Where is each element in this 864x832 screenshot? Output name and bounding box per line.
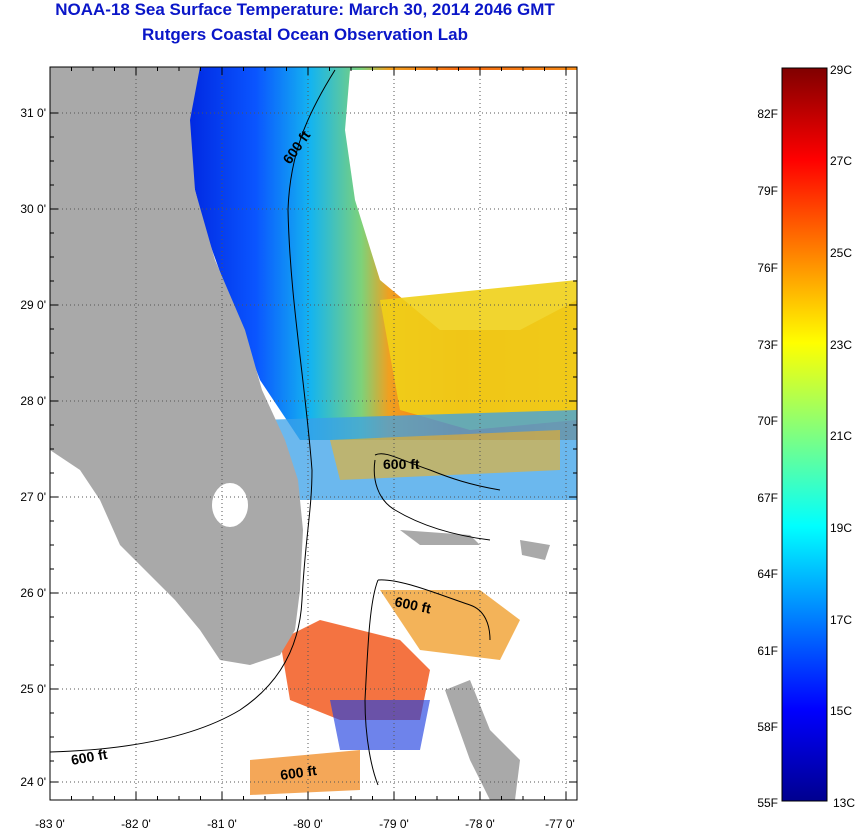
celsius-label: 15C [830,704,852,718]
lon-label: -79 0' [379,817,409,831]
lat-label: 29 0' [20,298,46,312]
lat-label: 24 0' [20,775,46,789]
warm-patch-keys [280,620,430,720]
lat-label: 28 0' [20,394,46,408]
celsius-label: 25C [830,246,852,260]
cold-patch-south [330,700,430,750]
isobath-label: 600 ft [70,746,109,768]
lon-label: -80 0' [293,817,323,831]
abaco-island [520,540,550,560]
lon-label: -83 0' [35,817,65,831]
celsius-label: 29C [830,63,852,77]
fahrenheit-label: 64F [757,567,778,581]
fahrenheit-label: 58F [757,720,778,734]
longitude-labels: -83 0' -82 0' -81 0' -80 0' -79 0' -78 0… [35,817,575,831]
fahrenheit-label: 82F [757,107,778,121]
lake-okeechobee [212,483,248,527]
fahrenheit-label: 61F [757,644,778,658]
celsius-label: 17C [830,613,852,627]
isobath-600ft-florida [49,69,336,753]
fahrenheit-label: 79F [757,184,778,198]
celsius-label: 13C [833,796,855,810]
isobath-600ft-bahamas [364,579,491,786]
lat-label: 27 0' [20,490,46,504]
latitude-labels: 31 0' 30 0' 29 0' 28 0' 27 0' 26 0' 25 0… [20,106,46,789]
lat-label: 26 0' [20,586,46,600]
map-title: NOAA-18 Sea Surface Temperature: March 3… [55,0,555,19]
warm-patch-bahamas [380,590,520,660]
warm-patch-cuba [250,750,360,795]
celsius-label: 23C [830,338,852,352]
isobath-600ft-grand-bahama [373,453,501,541]
andros-island [445,680,520,800]
fahrenheit-label: 76F [757,261,778,275]
celsius-label: 21C [830,429,852,443]
lat-label: 31 0' [20,106,46,120]
lon-label: -77 0' [545,817,575,831]
grand-bahama-island [400,530,480,545]
axis-ticks [50,67,577,800]
map-panel [50,67,577,800]
temperature-colorbar [781,67,828,802]
isobath-label: 600 ft [393,593,432,616]
lon-label: -81 0' [207,817,237,831]
fahrenheit-label: 73F [757,338,778,352]
colorbar-fahrenheit-labels: 82F 79F 76F 73F 70F 67F 64F 61F 58F 55F [757,107,778,810]
cloud-patch-ne [345,70,577,330]
fahrenheit-label: 55F [757,796,778,810]
isobath-label: 600 ft [279,762,318,783]
fahrenheit-label: 70F [757,414,778,428]
lat-label: 25 0' [20,682,46,696]
colorbar-celsius-labels: 29C 27C 25C 23C 21C 19C 17C 15C 13C [830,63,855,810]
warm-water-east [380,280,577,430]
lon-label: -82 0' [121,817,151,831]
map-frame [49,66,578,801]
lat-label: 30 0' [20,202,46,216]
lon-label: -78 0' [465,817,495,831]
celsius-label: 19C [830,521,852,535]
fahrenheit-label: 67F [757,491,778,505]
isobath-label: 600 ft [383,456,420,472]
mixed-warm-streaks [330,430,560,480]
celsius-label: 27C [830,154,852,168]
map-subtitle: Rutgers Coastal Ocean Observation Lab [142,25,468,44]
